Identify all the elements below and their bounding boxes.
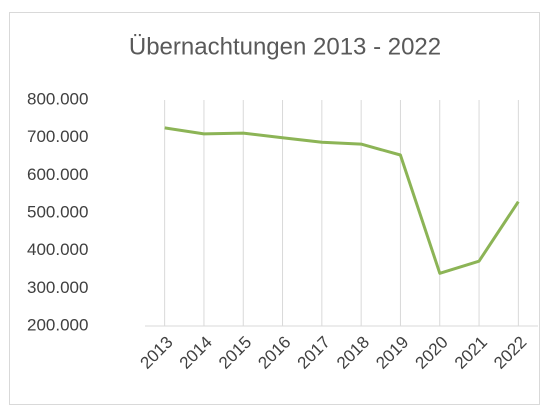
y-tick-label: 300.000 xyxy=(27,278,88,297)
y-tick-label: 200.000 xyxy=(27,315,88,334)
y-tick-label: 600.000 xyxy=(27,165,88,184)
chart-frame xyxy=(9,12,540,405)
y-tick-label: 500.000 xyxy=(27,202,88,221)
y-tick-label: 700.000 xyxy=(27,127,88,146)
line-series xyxy=(164,126,520,275)
chart-title: Übernachtungen 2013 - 2022 xyxy=(129,33,441,60)
y-tick-label: 800.000 xyxy=(27,89,88,108)
y-tick-label: 400.000 xyxy=(27,240,88,259)
